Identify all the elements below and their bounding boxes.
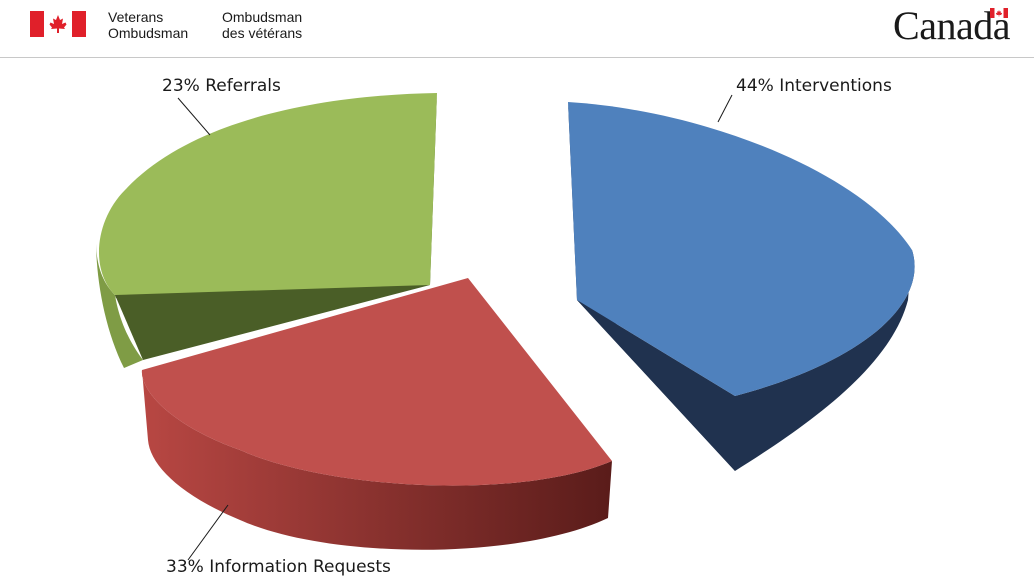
site-header: Veterans Ombudsman Ombudsman des vétéran… bbox=[0, 0, 1034, 58]
slice-top-0 bbox=[568, 102, 915, 396]
org-name-en-line2: Ombudsman bbox=[108, 25, 189, 41]
org-name-french: Ombudsman des vétérans bbox=[222, 9, 302, 41]
org-name-english: Veterans Ombudsman bbox=[108, 9, 188, 41]
slice-label: 44% Interventions bbox=[736, 76, 892, 96]
org-name-en-line1: Veterans bbox=[108, 9, 164, 25]
org-name-fr-line2: des vétérans bbox=[222, 25, 303, 41]
slice-side bbox=[577, 250, 915, 471]
slice-side bbox=[141, 370, 612, 550]
slice-side-edge bbox=[96, 240, 143, 368]
wordmark-flag-icon bbox=[990, 8, 1008, 18]
canada-flag-icon bbox=[30, 11, 86, 37]
pie-chart: 44% Interventions 33% Information Request… bbox=[96, 76, 915, 577]
org-name-fr-line1: Ombudsman bbox=[222, 9, 303, 25]
leader-line bbox=[177, 97, 211, 136]
slice-top-1 bbox=[141, 278, 612, 486]
slice-top-2 bbox=[98, 93, 438, 295]
leader-line bbox=[187, 504, 229, 561]
leader-line bbox=[717, 94, 733, 123]
slice-label: 23% Referrals bbox=[162, 76, 281, 96]
slice-label: 33% Information Requests bbox=[166, 557, 391, 577]
